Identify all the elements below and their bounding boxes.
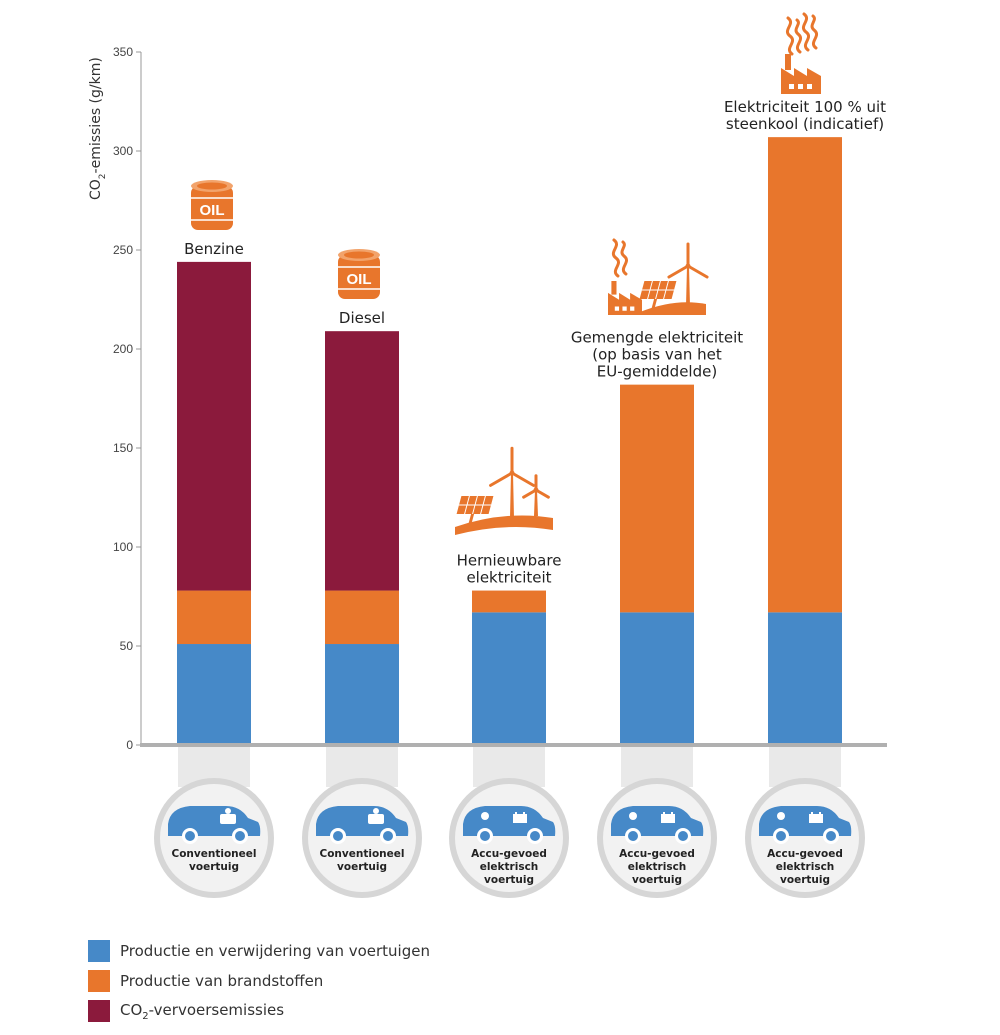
oil-barrel-icon: OIL <box>338 249 380 299</box>
energy-icons: OIL OIL <box>191 12 821 535</box>
bar-segment <box>768 137 842 613</box>
bar-segment <box>325 331 399 591</box>
y-tick-label: 350 <box>113 45 133 59</box>
bar-segment <box>177 590 251 645</box>
y-tick-label: 250 <box>113 243 133 257</box>
bar-segment <box>177 644 251 745</box>
electric-car-icon <box>611 806 704 844</box>
combustion-car-icon <box>316 806 409 844</box>
bar-segment <box>325 590 399 645</box>
bar-captions: Benzine Diesel Hernieuwbare elektriciteit Ge… <box>184 98 886 586</box>
emissions-chart: 0 50 100 150 200 250 300 350 CO2-emissies (g/km… <box>88 12 887 898</box>
vehicle-badges: Conventioneel voertuig Conventioneel voertu… <box>154 778 865 898</box>
combustion-car-badge: Conventioneel voertuig <box>302 778 422 898</box>
y-tick-label: 100 <box>113 540 133 554</box>
vehicle-label: Conventioneel voertuig <box>320 848 405 873</box>
bars <box>177 137 842 745</box>
bar-caption: Diesel <box>339 309 385 327</box>
legend-swatch <box>88 940 110 962</box>
electric-car-badge: Accu-gevoed elektrisch voertuig <box>745 778 865 898</box>
y-tick-label: 0 <box>126 738 133 752</box>
coal-factory-icon <box>781 12 821 94</box>
bar-segment <box>325 644 399 745</box>
legend-label: Productie van brandstoffen <box>120 972 324 990</box>
bar-segment <box>620 384 694 613</box>
bar-segment <box>472 590 546 613</box>
electric-car-badge: Accu-gevoed elektrisch voertuig <box>449 778 569 898</box>
bar-segment <box>620 612 694 745</box>
y-axis-label: CO2-emissies (g/km) <box>88 57 108 200</box>
legend: Productie en verwijdering van voertuigen… <box>88 940 430 1030</box>
vehicle-label: Conventioneel voertuig <box>172 848 257 873</box>
vehicle-label: Accu-gevoed elektrisch voertuig <box>767 848 843 886</box>
combustion-car-icon <box>168 806 261 844</box>
badge-inner <box>160 784 268 892</box>
svg-text:OIL: OIL <box>200 202 225 219</box>
vehicle-label: Accu-gevoed elektrisch voertuig <box>471 848 547 886</box>
y-tick-label: 50 <box>120 639 134 653</box>
bar-caption: Benzine <box>184 240 244 258</box>
badge-inner <box>308 784 416 892</box>
oil-barrel-icon: OIL <box>191 180 233 230</box>
y-axis: 0 50 100 150 200 250 300 350 <box>113 45 142 752</box>
legend-item-vehicle-production: Productie en verwijdering van voertuigen <box>88 940 430 962</box>
electric-car-icon <box>463 806 556 844</box>
mixed-energy-icon <box>608 238 709 315</box>
y-tick-label: 150 <box>113 441 133 455</box>
y-tick-label: 300 <box>113 144 133 158</box>
svg-text:OIL: OIL <box>347 271 372 288</box>
renewable-energy-icon <box>455 446 553 535</box>
bar-caption: Gemengde elektriciteit (op basis van het E… <box>571 329 743 381</box>
legend-swatch <box>88 1000 110 1022</box>
electric-car-badge: Accu-gevoed elektrisch voertuig <box>597 778 717 898</box>
legend-label: CO2-vervoersemissies <box>120 1000 285 1022</box>
bar-segment <box>472 612 546 745</box>
bar-segment <box>177 261 251 591</box>
legend-item-fuel-production: Productie van brandstoffen <box>88 970 430 992</box>
legend-label: Productie en verwijdering van voertuigen <box>120 942 430 960</box>
vehicle-label: Accu-gevoed elektrisch voertuig <box>619 848 695 886</box>
y-tick-label: 200 <box>113 342 133 356</box>
bar-segment <box>768 612 842 745</box>
combustion-car-badge: Conventioneel voertuig <box>154 778 274 898</box>
bar-caption: Elektriciteit 100 % uit steenkool (indica… <box>724 98 886 133</box>
bar-caption: Hernieuwbare elektriciteit <box>457 552 562 587</box>
electric-car-icon <box>759 806 852 844</box>
legend-item-transport-emissions: CO2-vervoersemissies <box>88 1000 430 1022</box>
legend-swatch <box>88 970 110 992</box>
